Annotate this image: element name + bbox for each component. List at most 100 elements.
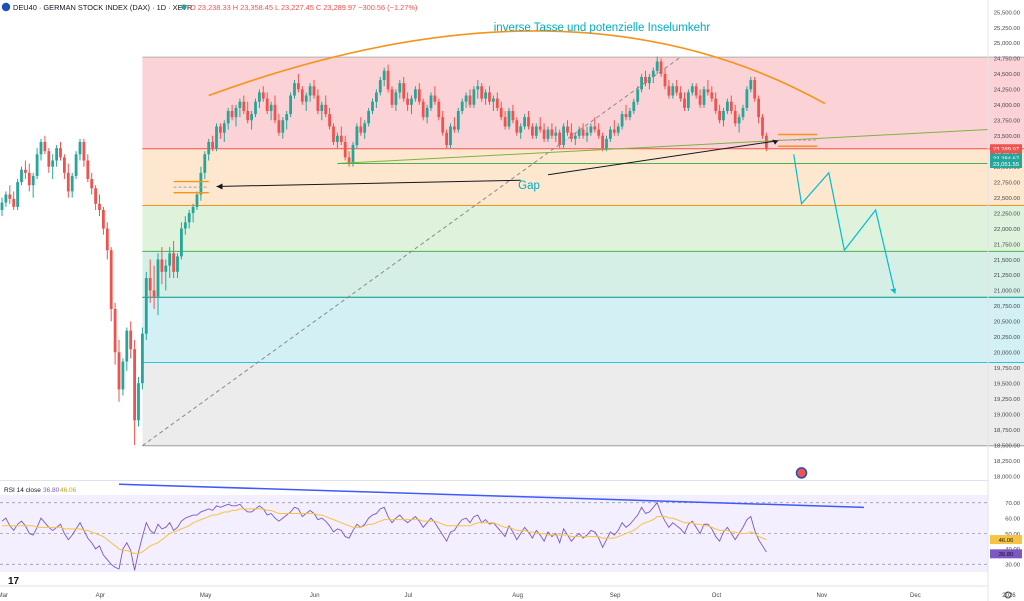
price-tick-label: 20,250.00 <box>994 335 1021 341</box>
candle-body <box>425 107 429 118</box>
candle-body <box>538 126 542 130</box>
price-tick-label: 24,750.00 <box>994 57 1021 63</box>
ohlc-values: O 23,238.33 H 23,358.45 L 23,227.45 C 23… <box>190 3 417 12</box>
candle-body <box>718 110 721 121</box>
candle-body <box>702 89 706 105</box>
price-tick-label: 19,000.00 <box>994 412 1021 418</box>
candle-body <box>164 265 168 272</box>
candle-body <box>414 89 417 99</box>
candle-body <box>66 172 70 192</box>
forecast-arrowhead-icon <box>890 288 897 294</box>
price-tick-label: 24,250.00 <box>994 88 1021 94</box>
candles <box>0 56 768 446</box>
price-tick-label: 24,500.00 <box>994 72 1021 78</box>
candle-body <box>367 110 370 124</box>
candle-body <box>8 194 12 199</box>
rsi-tag-label: 36.80 <box>999 552 1014 558</box>
candle-body <box>476 86 480 90</box>
candle-body <box>98 203 101 210</box>
rsi-tick-label: 60.00 <box>1005 516 1020 522</box>
price-axis[interactable]: 25,500.00 25,250.00 25,000.00 24,750.00 24,5… <box>987 0 1022 601</box>
candle-body <box>745 89 749 108</box>
candle-body <box>230 110 234 118</box>
candle-body <box>12 198 16 207</box>
price-tick-label: 23,500.00 <box>994 134 1021 140</box>
candle-body <box>258 92 261 102</box>
fib-zone-0.618 <box>142 297 1024 363</box>
time-axis[interactable]: Mar Apr May Jun Jul Aug Sep Oct Nov Dec 2026 17 <box>0 576 1016 599</box>
time-tick-label: Sep <box>610 593 621 599</box>
candle-body <box>589 126 593 133</box>
candle-body <box>667 86 671 96</box>
gap-arrow-left <box>216 179 521 187</box>
candle-body <box>507 110 511 127</box>
candle-body <box>406 98 409 105</box>
candle-body <box>737 117 741 124</box>
candle-body <box>117 352 121 390</box>
price-tag <box>990 144 1022 154</box>
candle-body <box>597 129 601 136</box>
tradingview-logo-icon: 17 <box>8 576 20 587</box>
time-tick-label: Dec <box>910 593 921 599</box>
candle-body <box>125 330 129 362</box>
candle-body <box>129 330 133 350</box>
candle-body <box>636 89 640 102</box>
candle-body <box>254 101 257 115</box>
price-tick-label: 25,250.00 <box>994 26 1021 32</box>
candle-body <box>503 117 507 127</box>
market-status-icon <box>181 4 187 10</box>
candle-body <box>226 110 230 124</box>
rsi-legend-value: 36.80 <box>43 487 60 494</box>
time-tick-label: Jun <box>310 593 320 599</box>
price-tag <box>990 153 1022 163</box>
candle-body <box>261 92 265 99</box>
rsi-tick-label: 70.00 <box>1005 501 1020 507</box>
candle-body <box>687 92 690 108</box>
price-tick-label: 21,500.00 <box>994 258 1021 264</box>
candle-body <box>109 250 113 309</box>
candle-body <box>655 61 659 71</box>
candle-body <box>421 101 425 118</box>
candle-body <box>234 107 238 118</box>
candle-body <box>441 117 445 133</box>
candle-body <box>316 95 320 111</box>
rising-support-line <box>337 129 989 164</box>
candle-body <box>605 138 608 149</box>
candle-body <box>191 206 195 214</box>
header: DEU40 · GERMAN STOCK INDEX (DAX) · 1D · … <box>1 2 417 12</box>
candle-body <box>24 169 27 173</box>
candle-body <box>554 132 558 136</box>
candle-body <box>250 114 253 121</box>
candle-body <box>675 86 679 93</box>
candle-body <box>371 101 374 111</box>
candle-body <box>577 129 581 136</box>
candle-body <box>690 86 694 93</box>
candle-body <box>694 86 698 96</box>
gap-arrowhead-right-icon <box>772 139 779 145</box>
price-tag-label: 23,051.55 <box>993 162 1020 168</box>
rsi-tick-label: 30.00 <box>1005 563 1020 569</box>
candle-body <box>492 98 495 102</box>
symbol-title[interactable]: DEU40 · GERMAN STOCK INDEX (DAX) · 1D · … <box>13 3 192 12</box>
candle-body <box>698 95 702 105</box>
candle-body <box>203 154 207 173</box>
time-tick-label: Jul <box>405 593 413 599</box>
candle-body <box>219 126 222 133</box>
candle-body <box>679 92 682 99</box>
rsi-ma-line <box>2 508 767 555</box>
candle-body <box>324 104 328 115</box>
candle-body <box>215 126 218 149</box>
time-tick-label: Oct <box>712 593 722 599</box>
candle-body <box>749 80 753 90</box>
candle-body <box>359 126 363 133</box>
price-tick-label: 22,500.00 <box>994 196 1021 202</box>
rsi-tag-label: 46.06 <box>999 538 1014 544</box>
time-tick-label: Aug <box>512 593 523 599</box>
price-tick-label: 20,000.00 <box>994 351 1021 357</box>
candle-body <box>222 123 226 133</box>
candle-body <box>640 76 643 90</box>
time-tick-label: 2026 <box>1002 593 1016 599</box>
candle-body <box>433 95 437 102</box>
drawings <box>142 30 989 479</box>
price-tick-label: 21,750.00 <box>994 242 1021 248</box>
